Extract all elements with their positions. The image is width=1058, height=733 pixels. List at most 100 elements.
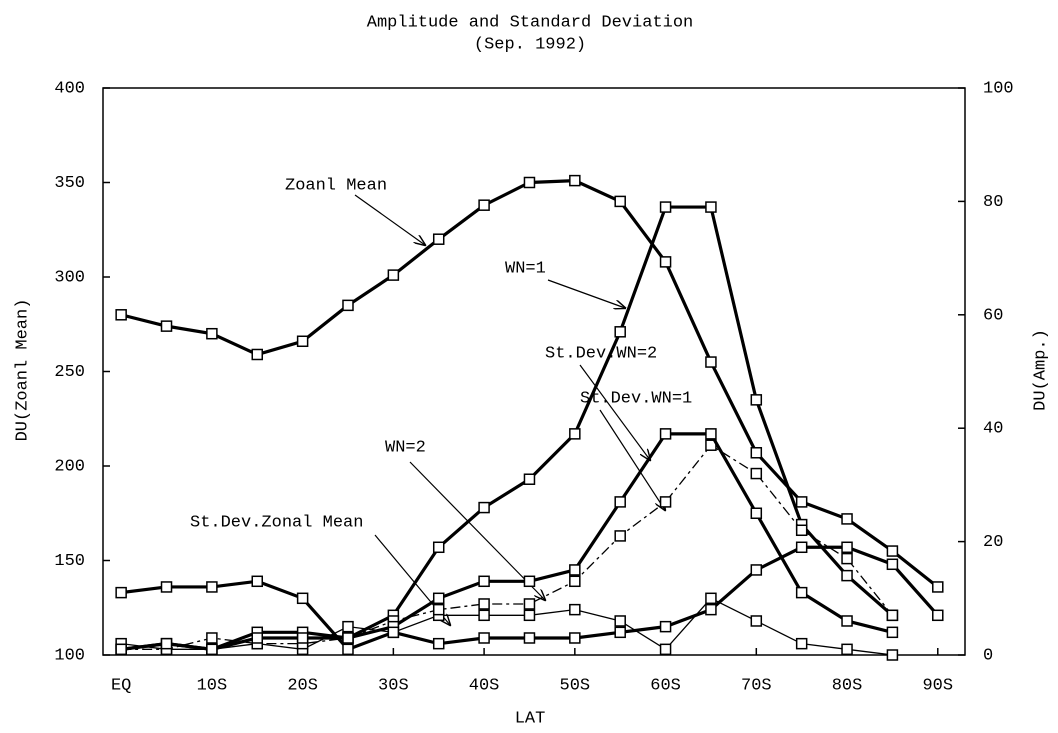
- x-tick-label: 30S: [378, 676, 409, 695]
- point-marker: [750, 615, 763, 627]
- point-marker: [705, 592, 717, 605]
- point-marker: [523, 575, 536, 588]
- point-marker: [251, 575, 264, 588]
- y2-tick-label: 40: [983, 420, 1003, 439]
- point-marker: [478, 609, 490, 622]
- point-marker: [886, 558, 899, 571]
- point-marker: [115, 643, 127, 656]
- series-line: [121, 444, 893, 650]
- point-marker: [659, 428, 672, 440]
- point-marker: [795, 496, 808, 508]
- point-marker: [569, 632, 581, 644]
- point-marker: [432, 541, 445, 554]
- point-marker: [705, 428, 717, 440]
- point-marker: [750, 467, 763, 480]
- x-tick-label: 80S: [832, 676, 863, 695]
- y-tick-label: 300: [54, 268, 85, 287]
- point-marker: [296, 592, 309, 605]
- annotation-arrows: [354, 194, 665, 625]
- y-tick-label: 100: [54, 646, 85, 665]
- point-marker: [296, 632, 309, 644]
- point-marker: [523, 598, 536, 610]
- annotation: St.Dev.WN=1: [580, 389, 692, 408]
- point-marker: [659, 620, 672, 633]
- point-marker: [932, 581, 944, 593]
- x-axis-label: LAT: [515, 709, 546, 728]
- point-marker: [478, 598, 490, 610]
- annotation: Zoanl Mean: [285, 176, 387, 195]
- x-tick-label: 20S: [287, 676, 318, 695]
- point-marker: [795, 541, 808, 554]
- series-line: [121, 597, 893, 656]
- annotation: St.Dev.WN=2: [545, 344, 657, 363]
- point-marker: [160, 637, 173, 650]
- point-marker: [614, 496, 626, 508]
- arrow: [409, 461, 545, 600]
- point-marker: [750, 394, 763, 406]
- x-tick-label: 90S: [922, 676, 953, 695]
- point-marker: [614, 626, 626, 639]
- x-tick-label: 40S: [469, 676, 500, 695]
- point-marker: [160, 320, 173, 332]
- y-tick-label: 400: [54, 79, 85, 98]
- annotation: WN=2: [385, 438, 426, 457]
- point-marker: [886, 609, 899, 622]
- point-marker: [841, 615, 853, 627]
- point-marker: [705, 201, 717, 213]
- point-marker: [387, 269, 400, 281]
- point-marker: [569, 428, 581, 440]
- point-marker: [206, 632, 218, 644]
- point-marker: [523, 176, 536, 189]
- point-marker: [342, 643, 354, 656]
- point-marker: [795, 586, 808, 599]
- point-marker: [432, 603, 445, 616]
- point-marker: [659, 496, 672, 508]
- y2-tick-label: 0: [983, 646, 993, 665]
- point-marker: [659, 643, 672, 656]
- point-marker: [387, 626, 400, 639]
- point-marker: [432, 233, 445, 245]
- x-tick-label: 50S: [560, 676, 591, 695]
- point-marker: [251, 632, 264, 644]
- point-marker: [296, 335, 309, 348]
- x-tick-label: 70S: [741, 676, 772, 695]
- point-marker: [932, 609, 944, 622]
- point-marker: [432, 592, 445, 605]
- point-marker: [795, 637, 808, 650]
- point-marker: [115, 586, 127, 599]
- x-tick-label: 10S: [197, 676, 228, 695]
- point-marker: [342, 299, 354, 312]
- x-tick-label: EQ: [111, 676, 131, 695]
- point-marker: [478, 632, 490, 644]
- point-marker: [705, 356, 717, 368]
- arrow: [354, 194, 425, 245]
- point-marker: [886, 649, 899, 661]
- point-marker: [342, 632, 354, 644]
- point-marker: [160, 581, 173, 593]
- point-marker: [206, 327, 218, 340]
- y2-tick-label: 20: [983, 533, 1003, 552]
- y-tick-label: 250: [54, 363, 85, 382]
- point-marker: [841, 552, 853, 565]
- point-marker: [569, 603, 581, 616]
- point-marker: [523, 473, 536, 485]
- point-marker: [886, 545, 899, 557]
- arrow: [599, 409, 665, 510]
- annotation: WN=1: [505, 259, 546, 278]
- y2-tick-label: 100: [983, 79, 1014, 98]
- point-marker: [569, 564, 581, 576]
- y-tick-label: 350: [54, 174, 85, 193]
- point-marker: [614, 195, 626, 208]
- chart-subtitle: (Sep. 1992): [474, 35, 586, 54]
- annotation: St.Dev.Zonal Mean: [190, 513, 363, 532]
- point-marker: [206, 581, 218, 593]
- chart-title: Amplitude and Standard Deviation: [367, 13, 693, 32]
- point-marker: [478, 501, 490, 514]
- y-tick-label: 200: [54, 457, 85, 476]
- point-marker: [251, 348, 264, 361]
- point-marker: [659, 256, 672, 268]
- plot-frame: [102, 87, 966, 656]
- point-marker: [841, 569, 853, 582]
- point-marker: [478, 199, 490, 211]
